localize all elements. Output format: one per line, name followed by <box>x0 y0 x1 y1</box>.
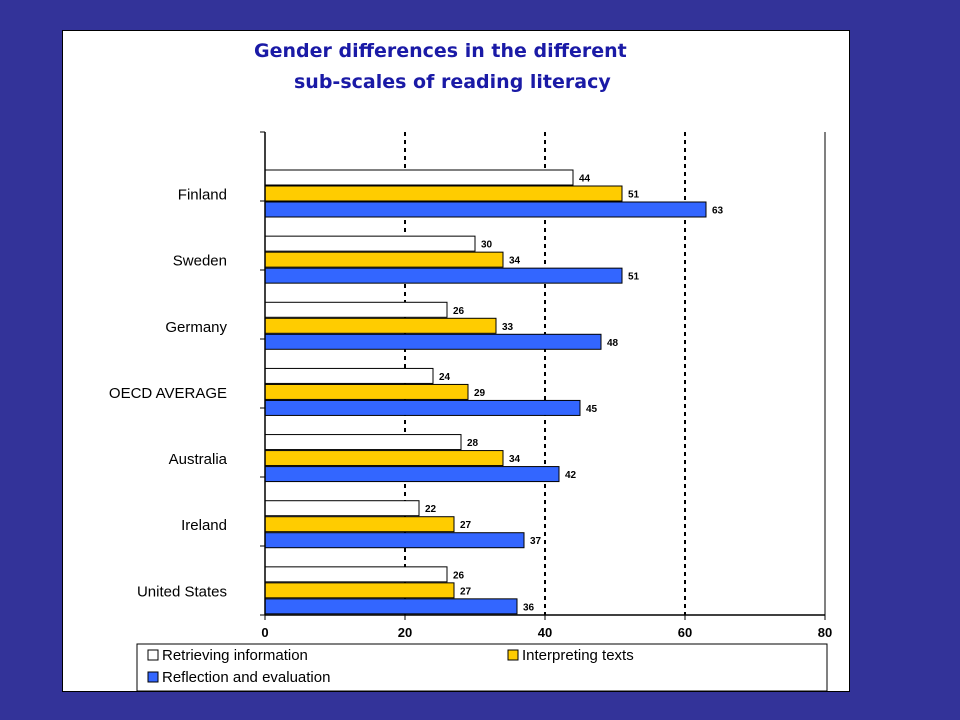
data-label-australia-reflection-and-evaluation: 42 <box>565 470 577 481</box>
x-tick-label-80: 80 <box>818 625 832 640</box>
legend-box <box>136 643 828 692</box>
bar-germany-reflection-and-evaluation <box>264 333 602 350</box>
data-label-sweden-reflection-and-evaluation: 51 <box>628 272 640 283</box>
bar-sweden-interpreting-texts <box>264 251 504 268</box>
category-label-oecd-average: OECD AVERAGE <box>109 385 227 402</box>
data-labels: 44 51 63 30 34 51 26 33 48 24 29 45 28 34 42 22 27 37 26 27… <box>425 174 724 614</box>
bar-united-states-retrieving-information <box>264 566 448 583</box>
data-label-sweden-interpreting-texts: 34 <box>509 256 521 267</box>
chart-title-line-1: Gender differences in the different <box>254 40 627 62</box>
data-label-australia-retrieving-information: 28 <box>467 438 479 449</box>
data-label-united-states-reflection-and-evaluation: 36 <box>523 602 535 613</box>
bar-australia-retrieving-information <box>264 434 462 451</box>
tick-labels: 0 20 40 60 80 <box>261 625 832 640</box>
data-label-united-states-retrieving-information: 26 <box>453 570 465 581</box>
bar-ireland-reflection-and-evaluation <box>264 532 525 549</box>
bars <box>264 169 707 615</box>
data-label-ireland-retrieving-information: 22 <box>425 504 437 515</box>
bar-germany-retrieving-information <box>264 301 448 318</box>
category-labels: Finland Sweden Germany OECD AVERAGE Australi… <box>109 187 228 601</box>
data-label-germany-retrieving-information: 26 <box>453 306 465 317</box>
bar-ireland-retrieving-information <box>264 500 420 517</box>
x-tick-label-60: 60 <box>678 625 692 640</box>
data-label-germany-interpreting-texts: 33 <box>502 322 514 333</box>
data-label-finland-retrieving-information: 44 <box>579 174 591 185</box>
legend-swatch-reflection-and-evaluation <box>147 671 159 683</box>
legend-swatch-interpreting-texts <box>507 649 519 661</box>
bar-finland-interpreting-texts <box>264 185 623 202</box>
bar-sweden-reflection-and-evaluation <box>264 267 623 284</box>
legend-label-reflection-and-evaluation: Reflection and evaluation <box>162 669 330 686</box>
x-tick-label-0: 0 <box>261 625 268 640</box>
bar-sweden-retrieving-information <box>264 235 476 252</box>
legend: Retrieving information Interpreting texts… <box>136 643 828 692</box>
data-label-finland-interpreting-texts: 51 <box>628 190 640 201</box>
legend-label-retrieving-information: Retrieving information <box>162 647 308 664</box>
chart-title-line-2: sub-scales of reading literacy <box>294 71 611 93</box>
bar-united-states-reflection-and-evaluation <box>264 598 518 615</box>
legend-label-interpreting-texts: Interpreting texts <box>522 647 634 664</box>
data-label-finland-reflection-and-evaluation: 63 <box>712 206 724 217</box>
bar-ireland-interpreting-texts <box>264 516 455 533</box>
chart-title: Gender differences in the different sub-… <box>0 0 960 100</box>
data-label-oecd-average-interpreting-texts: 29 <box>474 388 486 399</box>
bar-finland-reflection-and-evaluation <box>264 201 707 218</box>
category-label-sweden: Sweden <box>173 253 227 270</box>
data-label-oecd-average-reflection-and-evaluation: 45 <box>586 404 598 415</box>
x-tick-label-40: 40 <box>538 625 552 640</box>
category-label-ireland: Ireland <box>181 517 227 534</box>
bar-australia-interpreting-texts <box>264 450 504 467</box>
category-label-finland: Finland <box>178 187 227 204</box>
bar-germany-interpreting-texts <box>264 317 497 334</box>
data-label-australia-interpreting-texts: 34 <box>509 454 521 465</box>
data-label-ireland-interpreting-texts: 27 <box>460 520 472 531</box>
bar-finland-retrieving-information <box>264 169 574 186</box>
category-label-united-states: United States <box>137 583 227 600</box>
legend-swatch-retrieving-information <box>147 649 159 661</box>
bar-united-states-interpreting-texts <box>264 582 455 599</box>
bar-oecd-average-retrieving-information <box>264 367 434 384</box>
data-label-united-states-interpreting-texts: 27 <box>460 586 472 597</box>
data-label-germany-reflection-and-evaluation: 48 <box>607 338 619 349</box>
x-tick-label-20: 20 <box>398 625 412 640</box>
bar-oecd-average-interpreting-texts <box>264 383 469 400</box>
axes <box>260 131 826 620</box>
data-label-ireland-reflection-and-evaluation: 37 <box>530 536 542 547</box>
bar-australia-reflection-and-evaluation <box>264 466 560 483</box>
category-label-australia: Australia <box>169 451 228 468</box>
data-label-oecd-average-retrieving-information: 24 <box>439 372 451 383</box>
slide-panel <box>62 30 850 692</box>
bar-oecd-average-reflection-and-evaluation <box>264 399 581 416</box>
category-label-germany: Germany <box>165 319 227 336</box>
data-label-sweden-retrieving-information: 30 <box>481 240 493 251</box>
